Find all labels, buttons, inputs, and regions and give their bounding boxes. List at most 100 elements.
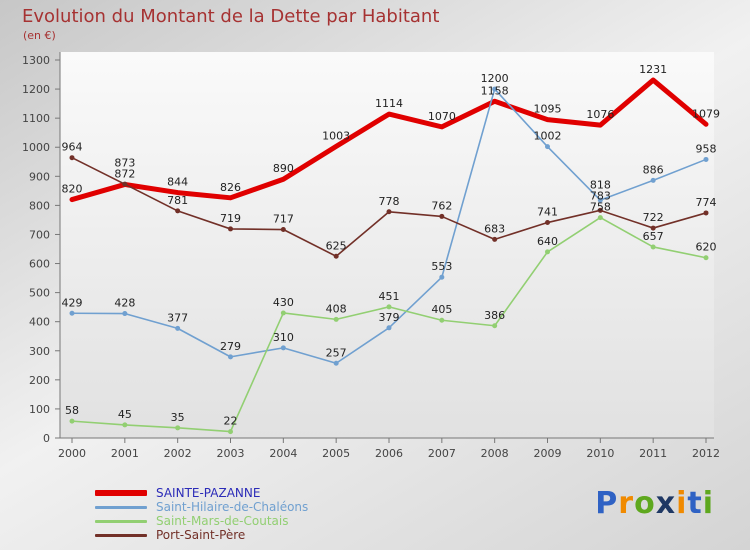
- x-tick-label: 2002: [164, 447, 192, 460]
- data-label: 873: [114, 156, 135, 169]
- y-tick-label: 100: [29, 403, 50, 416]
- series-point-saint-hilaire-de-chaleons: [545, 144, 550, 150]
- data-label: 35: [171, 411, 185, 424]
- data-label: 553: [431, 260, 452, 273]
- x-tick-label: 2000: [58, 447, 86, 460]
- data-label: 379: [379, 311, 400, 324]
- series-line-sainte-pazanne: [69, 77, 709, 203]
- series-point-saint-mars-de-coutais: [333, 316, 339, 322]
- data-label: 741: [537, 206, 558, 219]
- data-label: 430: [273, 296, 294, 309]
- series-point-port-saint-pere: [597, 207, 603, 213]
- data-label: 890: [273, 162, 294, 175]
- series-point-saint-hilaire-de-chaleons: [492, 86, 498, 92]
- data-label: 717: [273, 213, 294, 226]
- line-chart-svg: 0 100 200 300 400 500 600 700 800 900 1000 1100 1200…: [22, 52, 720, 460]
- series-point-port-saint-pere: [175, 208, 181, 214]
- data-label: 1003: [322, 129, 350, 142]
- series-point-port-saint-pere: [703, 210, 709, 216]
- series-point-saint-hilaire-de-chaleons: [333, 360, 339, 366]
- series-point-port-saint-pere: [650, 225, 656, 231]
- data-label: 719: [220, 212, 241, 225]
- series-point-port-saint-pere: [228, 226, 233, 232]
- y-tick-label: 700: [29, 228, 50, 241]
- proxiti-logo[interactable]: Proxiti: [595, 486, 714, 521]
- data-label: 640: [537, 235, 558, 248]
- legend: SAINTE-PAZANNE Saint-Hilaire-de-Chaléons…: [95, 486, 309, 542]
- data-label: 408: [326, 302, 347, 315]
- logo-letter: t: [687, 486, 703, 521]
- series-point-port-saint-pere: [545, 220, 550, 226]
- legend-label-saint-hilaire: Saint-Hilaire-de-Chaléons: [156, 500, 309, 514]
- data-label: 1076: [586, 108, 614, 121]
- series-point-saint-mars-de-coutais: [228, 429, 233, 435]
- data-label: 781: [167, 194, 188, 207]
- data-label: 818: [590, 179, 611, 192]
- y-tick-label: 1200: [22, 83, 50, 96]
- data-label: 774: [696, 196, 717, 209]
- logo-letter: i: [702, 486, 714, 521]
- y-tick-label: 900: [29, 170, 50, 183]
- data-label: 762: [431, 199, 452, 212]
- y-tick-label: 1300: [22, 54, 50, 67]
- data-label: 844: [167, 176, 188, 189]
- legend-label-sainte-pazanne[interactable]: SAINTE-PAZANNE: [156, 486, 261, 500]
- y-tick-label: 1000: [22, 141, 50, 154]
- data-label: 1070: [428, 110, 456, 123]
- logo-letter: o: [634, 486, 656, 521]
- data-label: 58: [65, 404, 79, 417]
- legend-label-saint-mars: Saint-Mars-de-Coutais: [156, 514, 289, 528]
- page-subtitle: (en €): [23, 29, 56, 42]
- y-tick-label: 200: [29, 374, 50, 387]
- x-tick-label: 2006: [375, 447, 403, 460]
- y-tick-label: 1100: [22, 112, 50, 125]
- series-point-saint-mars-de-coutais: [597, 215, 603, 221]
- data-label: 1200: [481, 72, 509, 85]
- series-point-saint-hilaire-de-chaleons: [703, 156, 709, 162]
- data-label: 1095: [534, 103, 562, 116]
- data-label: 758: [590, 201, 611, 214]
- data-label: 279: [220, 340, 241, 353]
- logo-letter: P: [595, 486, 619, 521]
- logo-letter: i: [676, 486, 688, 521]
- data-label: 820: [62, 183, 83, 196]
- y-tick-label: 600: [29, 258, 50, 271]
- series-point-saint-mars-de-coutais: [439, 317, 445, 323]
- data-label: 428: [114, 297, 135, 310]
- series-point-port-saint-pere: [386, 209, 392, 215]
- legend-swatch-saint-mars: [95, 519, 147, 523]
- data-label: 657: [643, 230, 664, 243]
- data-label: 826: [220, 181, 241, 194]
- x-tick-label: 2008: [481, 447, 509, 460]
- data-label: 958: [696, 142, 717, 155]
- series-point-saint-hilaire-de-chaleons: [386, 325, 392, 331]
- series-point-saint-mars-de-coutais: [122, 422, 128, 428]
- series-point-saint-mars-de-coutais: [703, 255, 709, 261]
- legend-label-port-saint-pere: Port-Saint-Père: [156, 528, 246, 542]
- data-label: 429: [62, 296, 83, 309]
- y-tick-label: 400: [29, 316, 50, 329]
- y-tick-label: 500: [29, 287, 50, 300]
- data-label: 310: [273, 331, 294, 344]
- data-label: 22: [224, 415, 238, 428]
- data-label: 257: [326, 346, 347, 359]
- series-point-saint-mars-de-coutais: [492, 323, 498, 329]
- data-label: 964: [62, 141, 83, 154]
- series-point-saint-hilaire-de-chaleons: [122, 311, 128, 317]
- series-point-saint-mars-de-coutais: [545, 249, 550, 255]
- data-label: 1079: [692, 107, 720, 120]
- series-point-port-saint-pere: [333, 253, 339, 259]
- data-label: 377: [167, 311, 188, 324]
- legend-item-port-saint-pere: Port-Saint-Père: [95, 528, 308, 542]
- x-tick-label: 2009: [534, 447, 562, 460]
- data-label: 1231: [639, 63, 667, 76]
- series-point-saint-hilaire-de-chaleons: [439, 274, 445, 280]
- data-label: 1158: [481, 84, 509, 97]
- series-point-port-saint-pere: [122, 181, 128, 187]
- y-tick-label: 300: [29, 345, 50, 358]
- x-tick-label: 2004: [269, 447, 297, 460]
- data-label: 405: [431, 303, 452, 316]
- series-point-saint-hilaire-de-chaleons: [597, 197, 603, 203]
- data-label: 1114: [375, 97, 403, 110]
